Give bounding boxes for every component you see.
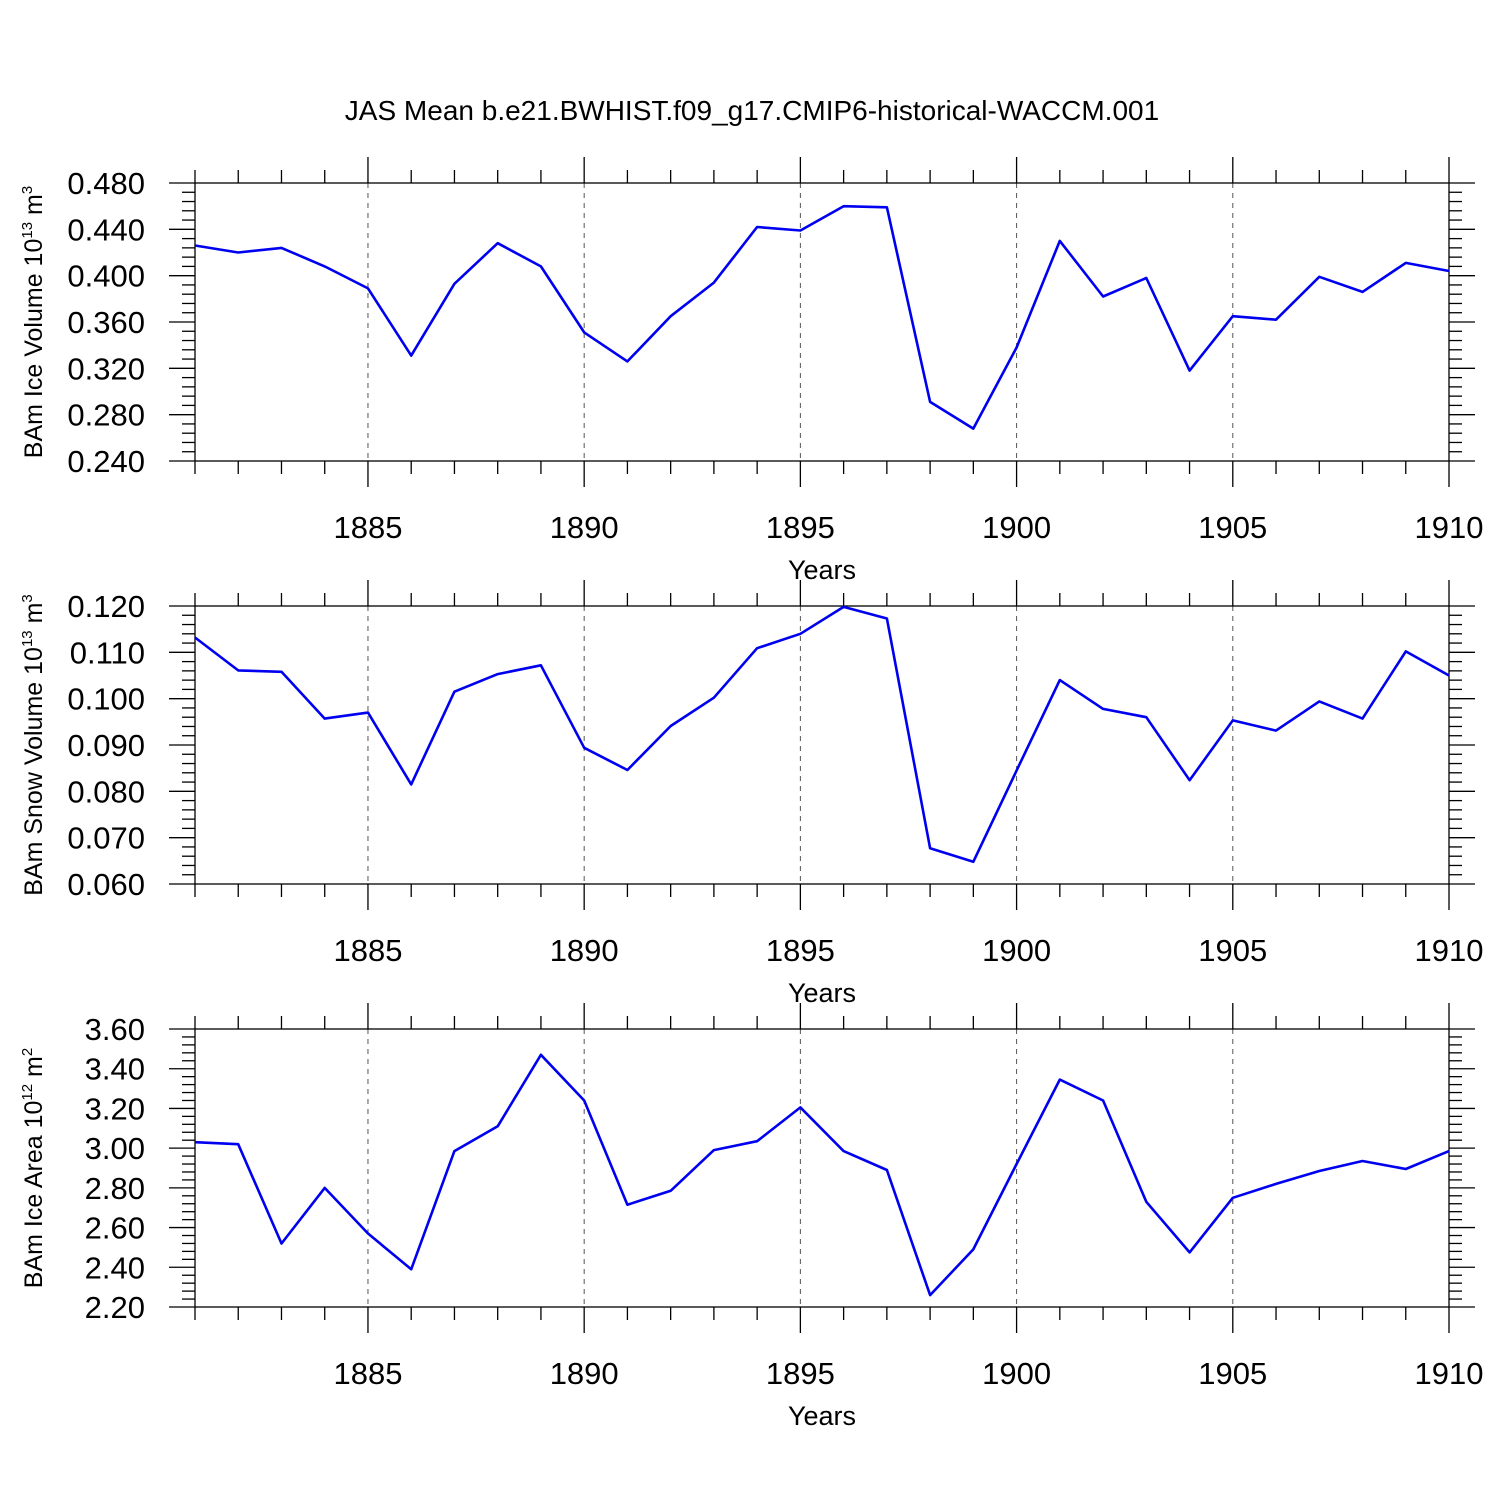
y-tick-label: 0.060	[67, 867, 145, 902]
y-tick-label: 0.070	[67, 821, 145, 856]
y-tick-label: 3.40	[85, 1052, 145, 1087]
y-tick-label: 0.440	[67, 212, 145, 247]
y-tick-label: 0.100	[67, 682, 145, 717]
y-tick-label: 0.280	[67, 398, 145, 433]
y-tick-label: 0.360	[67, 305, 145, 340]
x-tick-label: 1910	[1415, 1356, 1484, 1391]
y-tick-label: 0.110	[70, 635, 145, 670]
x-tick-label: 1885	[333, 510, 402, 545]
x-tick-label: 1905	[1198, 510, 1267, 545]
x-axis-label: Years	[788, 1401, 856, 1431]
x-tick-label: 1910	[1415, 510, 1484, 545]
x-tick-label: 1890	[550, 933, 619, 968]
x-tick-label: 1890	[550, 1356, 619, 1391]
series-line	[194, 1053, 1450, 1297]
y-axis-label: BAm Ice Area 1012 m2	[19, 1048, 48, 1288]
y-tick-label: 0.080	[67, 774, 145, 809]
y-tick-label: 0.320	[67, 351, 145, 386]
y-axis-label: BAm Ice Volume 1013 m3	[19, 186, 48, 458]
y-tick-label: 2.80	[85, 1171, 145, 1206]
y-tick-label: 0.400	[67, 259, 145, 294]
panel-1: 0.480 0.440 0.400 0.360 0.320 0.280 0.240 1885 1…	[19, 157, 1483, 585]
series-line	[194, 605, 1450, 864]
y-tick-label: 0.120	[67, 589, 145, 624]
y-tick-label: 3.60	[85, 1012, 145, 1047]
y-tick-label: 3.00	[85, 1131, 145, 1166]
y-tick-label: 2.60	[85, 1211, 145, 1246]
x-axis-label: Years	[788, 978, 856, 1008]
x-tick-label: 1895	[766, 933, 835, 968]
x-tick-label: 1900	[982, 510, 1051, 545]
plot-frame	[194, 605, 1450, 885]
y-tick-label: 2.20	[85, 1290, 145, 1325]
x-axis-label: Years	[788, 555, 856, 585]
figure-title: JAS Mean b.e21.BWHIST.f09_g17.CMIP6-hist…	[345, 95, 1159, 126]
plot-frame	[194, 182, 1450, 462]
y-axis-label: BAm Snow Volume 1013 m3	[19, 594, 48, 896]
x-tick-label: 1895	[766, 510, 835, 545]
x-tick-label: 1905	[1198, 933, 1267, 968]
y-tick-label: 0.090	[67, 728, 145, 763]
x-tick-label: 1895	[766, 1356, 835, 1391]
panel-2: 0.120 0.110 0.100 0.090 0.080 0.070 0.060 1885 1…	[19, 580, 1483, 1008]
x-tick-label: 1900	[982, 933, 1051, 968]
x-tick-label: 1885	[333, 933, 402, 968]
x-tick-label: 1905	[1198, 1356, 1267, 1391]
x-tick-label: 1910	[1415, 933, 1484, 968]
panel-3: 3.60 3.40 3.20 3.00 2.80 2.60 2.40 2.20 1885 1890…	[19, 1003, 1483, 1431]
plot-frame	[194, 1028, 1450, 1308]
x-tick-label: 1890	[550, 510, 619, 545]
x-tick-label: 1885	[333, 1356, 402, 1391]
series-line	[194, 204, 1450, 430]
y-tick-label: 3.20	[85, 1091, 145, 1126]
y-tick-label: 2.40	[85, 1250, 145, 1285]
x-tick-label: 1900	[982, 1356, 1051, 1391]
y-tick-label: 0.240	[67, 444, 145, 479]
panels: 0.480 0.440 0.400 0.360 0.320 0.280 0.240 1885 1…	[19, 157, 1483, 1431]
y-tick-label: 0.480	[67, 166, 145, 201]
